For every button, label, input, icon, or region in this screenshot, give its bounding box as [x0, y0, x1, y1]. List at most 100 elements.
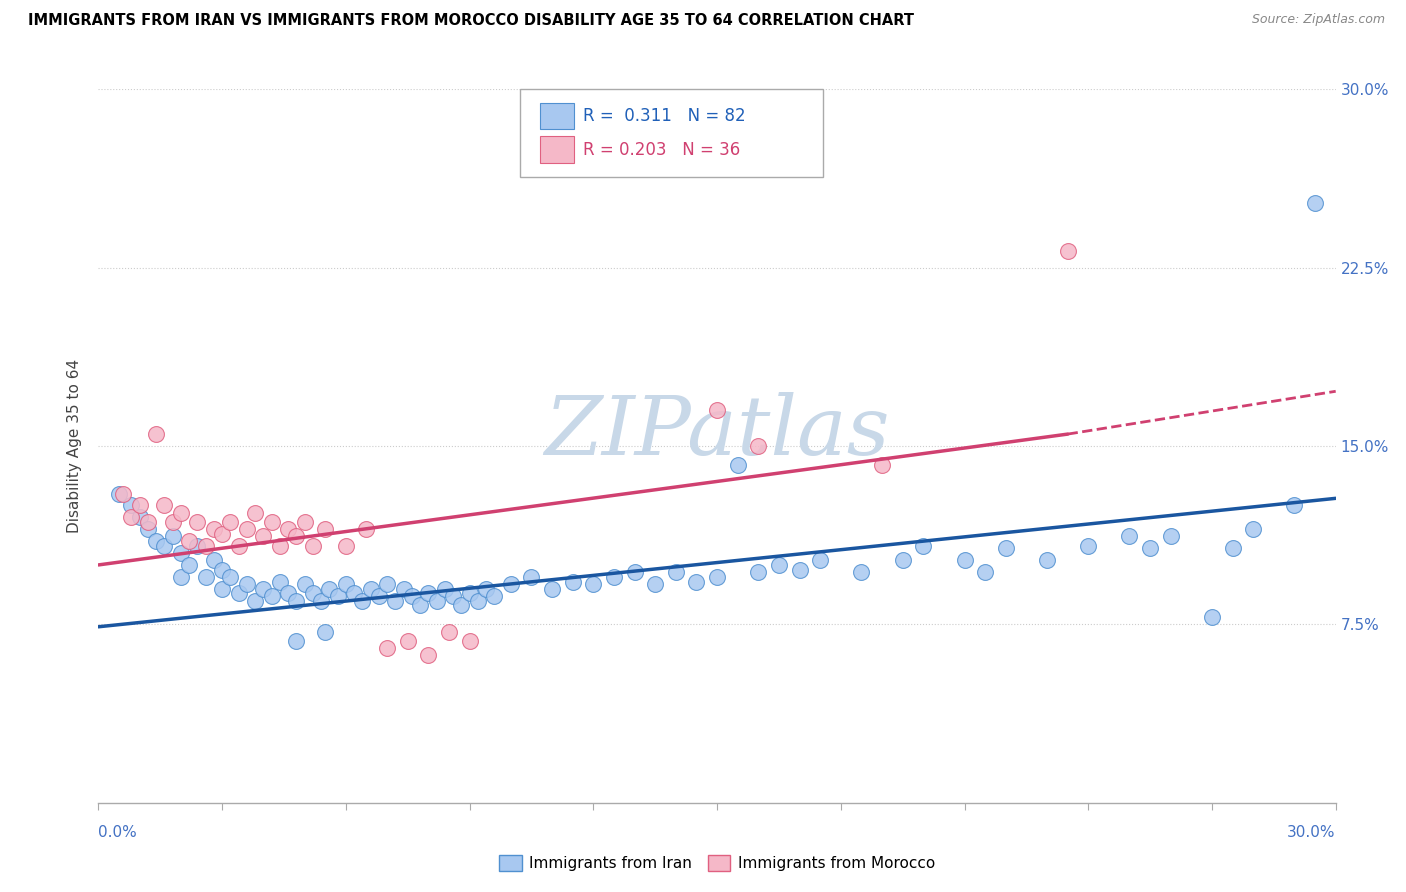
Point — [747, 439, 769, 453]
Point — [912, 539, 935, 553]
Point — [335, 577, 357, 591]
Point — [1036, 553, 1059, 567]
Text: ZIPatlas: ZIPatlas — [544, 392, 890, 472]
Point — [1222, 541, 1244, 556]
Point — [302, 539, 325, 553]
Point — [665, 565, 688, 579]
Point — [269, 539, 291, 553]
Point — [211, 563, 233, 577]
Point — [706, 403, 728, 417]
Point — [375, 577, 398, 591]
Point — [768, 558, 790, 572]
Point — [302, 586, 325, 600]
Point — [228, 539, 250, 553]
Point — [120, 499, 142, 513]
Point — [128, 510, 150, 524]
Point — [170, 546, 193, 560]
Point — [1139, 541, 1161, 556]
Point — [484, 589, 506, 603]
Point — [582, 577, 605, 591]
Point — [1056, 244, 1078, 258]
Point — [343, 586, 366, 600]
Point — [994, 541, 1017, 556]
Point — [747, 565, 769, 579]
Point — [396, 634, 419, 648]
Point — [112, 486, 135, 500]
Point — [294, 515, 316, 529]
Point — [870, 458, 893, 472]
Point — [219, 570, 242, 584]
Point — [1303, 196, 1326, 211]
Point — [467, 593, 489, 607]
Point — [450, 599, 472, 613]
Point — [360, 582, 382, 596]
Point — [314, 624, 336, 639]
Point — [243, 593, 266, 607]
Point — [808, 553, 831, 567]
Point — [685, 574, 707, 589]
Point — [1160, 529, 1182, 543]
Point — [252, 582, 274, 596]
Point — [194, 570, 217, 584]
Text: R =  0.311   N = 82: R = 0.311 N = 82 — [583, 107, 747, 125]
Point — [211, 527, 233, 541]
Point — [294, 577, 316, 591]
Point — [186, 539, 208, 553]
Point — [285, 634, 308, 648]
Point — [153, 499, 176, 513]
Point — [277, 522, 299, 536]
Point — [384, 593, 406, 607]
Point — [145, 427, 167, 442]
Point — [252, 529, 274, 543]
Point — [953, 553, 976, 567]
Point — [285, 529, 308, 543]
Text: R = 0.203   N = 36: R = 0.203 N = 36 — [583, 141, 741, 159]
Point — [236, 522, 259, 536]
Point — [561, 574, 583, 589]
Point — [499, 577, 522, 591]
Point — [202, 553, 225, 567]
Point — [136, 522, 159, 536]
Point — [1284, 499, 1306, 513]
Point — [136, 515, 159, 529]
Point — [891, 553, 914, 567]
Point — [260, 589, 283, 603]
Point — [418, 648, 440, 663]
Point — [520, 570, 543, 584]
Point — [260, 515, 283, 529]
Point — [1201, 610, 1223, 624]
Point — [356, 522, 378, 536]
Point — [277, 586, 299, 600]
Point — [269, 574, 291, 589]
Point — [318, 582, 340, 596]
Y-axis label: Disability Age 35 to 64: Disability Age 35 to 64 — [67, 359, 83, 533]
Legend: Immigrants from Iran, Immigrants from Morocco: Immigrants from Iran, Immigrants from Mo… — [492, 849, 942, 877]
Point — [644, 577, 666, 591]
Point — [441, 589, 464, 603]
Point — [375, 641, 398, 656]
Point — [1077, 539, 1099, 553]
Point — [851, 565, 873, 579]
Point — [186, 515, 208, 529]
Point — [326, 589, 349, 603]
Point — [162, 529, 184, 543]
Point — [236, 577, 259, 591]
Point — [603, 570, 626, 584]
Point — [170, 506, 193, 520]
Point — [170, 570, 193, 584]
Point — [437, 624, 460, 639]
Point — [228, 586, 250, 600]
Point — [128, 499, 150, 513]
Point — [162, 515, 184, 529]
Point — [1241, 522, 1264, 536]
Point — [458, 634, 481, 648]
Point — [475, 582, 498, 596]
Point — [211, 582, 233, 596]
Point — [179, 534, 201, 549]
Point — [727, 458, 749, 472]
Point — [418, 586, 440, 600]
Point — [352, 593, 374, 607]
Point — [108, 486, 131, 500]
Point — [153, 539, 176, 553]
Point — [367, 589, 389, 603]
